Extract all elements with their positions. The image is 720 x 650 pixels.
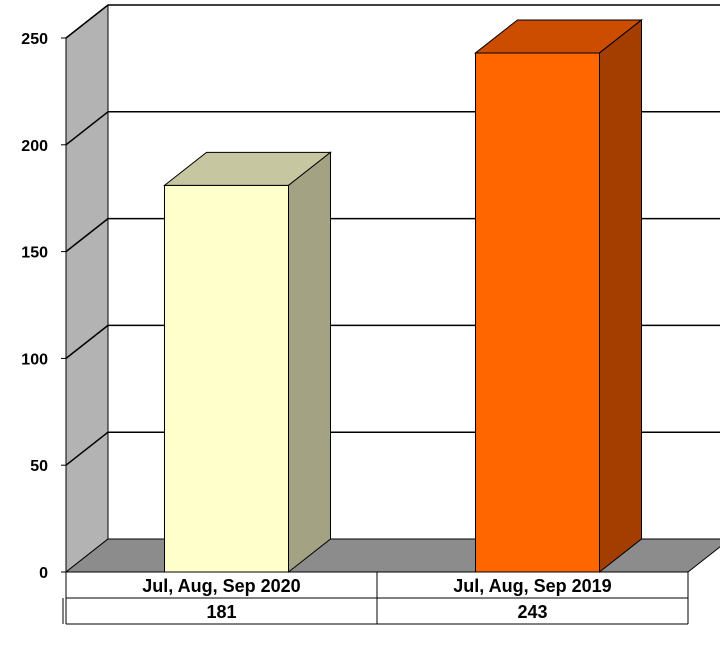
y-tick-label: 200 — [21, 138, 48, 155]
bar-side — [288, 151, 331, 574]
gridline-side — [65, 111, 109, 146]
y-axis-ticks: 0 50 100 150 200 250 — [21, 31, 67, 582]
data-table: Jul, Aug, Sep 2020 181 Jul, Aug, Sep 2019 2… — [62, 571, 689, 625]
value-label: 181 — [206, 602, 236, 622]
bar-front — [164, 184, 289, 573]
gridline-side — [65, 431, 109, 466]
bar-side — [599, 18, 642, 574]
bars — [163, 18, 643, 574]
bar-front — [475, 52, 600, 573]
y-tick-label: 50 — [30, 458, 48, 475]
gridline-side — [65, 218, 109, 253]
side-wall — [65, 3, 109, 574]
gridline-side — [65, 324, 109, 359]
value-label: 243 — [517, 602, 547, 622]
category-label: Jul, Aug, Sep 2020 — [142, 576, 300, 596]
bar-2 — [474, 18, 643, 574]
y-tick-label: 0 — [39, 565, 48, 582]
bar-1 — [163, 151, 332, 574]
y-tick-label: 100 — [21, 351, 48, 368]
y-tick-label: 250 — [21, 31, 48, 48]
gridline-side — [65, 4, 109, 39]
y-tick-label: 150 — [21, 245, 48, 262]
category-label: Jul, Aug, Sep 2019 — [453, 576, 611, 596]
